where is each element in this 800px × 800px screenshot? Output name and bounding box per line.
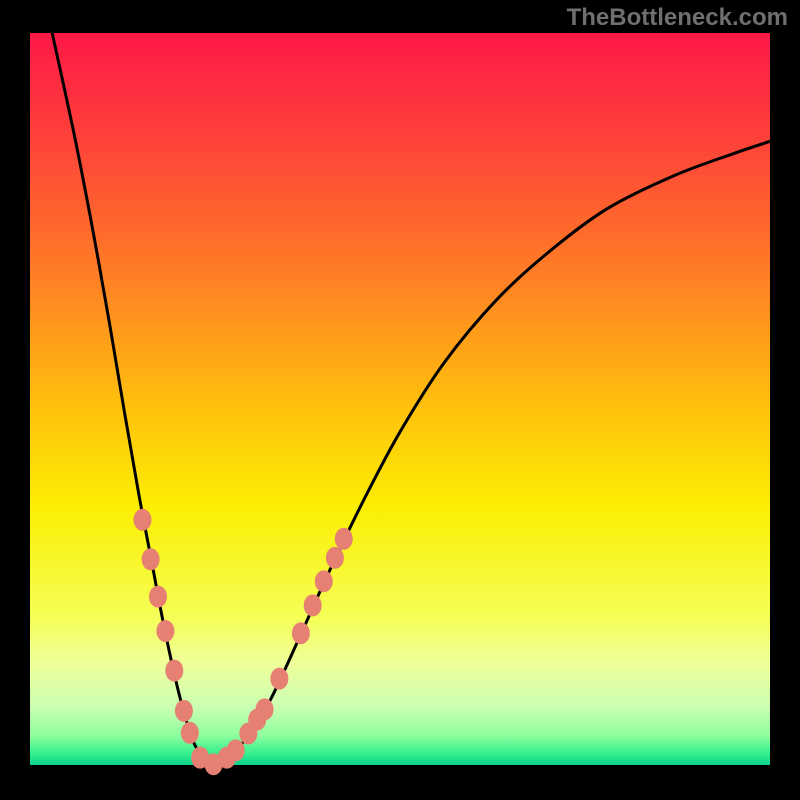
curve-marker — [227, 739, 245, 761]
curve-marker — [270, 668, 288, 690]
curve-marker — [335, 528, 353, 550]
curve-marker — [142, 548, 160, 570]
curve-marker — [304, 594, 322, 616]
curve-marker — [133, 509, 151, 531]
curve-marker — [315, 570, 333, 592]
curve-marker — [326, 547, 344, 569]
curve-marker — [156, 620, 174, 642]
curve-marker — [149, 586, 167, 608]
watermark-text: TheBottleneck.com — [567, 4, 788, 32]
curve-marker — [292, 622, 310, 644]
curve-marker — [165, 660, 183, 682]
plot-area — [30, 33, 770, 765]
curve-marker — [256, 698, 274, 720]
curve-marker — [181, 722, 199, 744]
curve-marker — [175, 700, 193, 722]
bottleneck-curve-chart — [0, 0, 800, 800]
